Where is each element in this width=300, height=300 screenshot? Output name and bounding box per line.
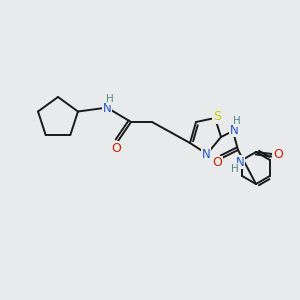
- Text: H: H: [106, 94, 114, 104]
- Text: O: O: [111, 142, 121, 154]
- Text: N: N: [202, 148, 210, 161]
- Text: O: O: [212, 157, 222, 169]
- Text: N: N: [236, 155, 244, 169]
- Text: N: N: [230, 124, 238, 136]
- Text: H: H: [231, 164, 239, 174]
- Text: O: O: [273, 148, 283, 160]
- Text: N: N: [103, 101, 111, 115]
- Text: S: S: [213, 110, 221, 124]
- Text: H: H: [233, 116, 241, 126]
